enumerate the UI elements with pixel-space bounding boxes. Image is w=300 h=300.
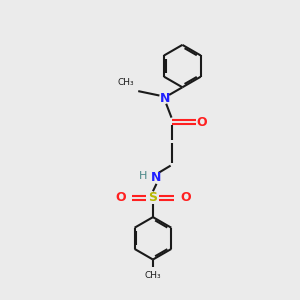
Text: CH₃: CH₃	[118, 78, 134, 87]
Text: H: H	[139, 171, 147, 181]
Text: N: N	[160, 92, 170, 105]
Text: CH₃: CH₃	[145, 271, 161, 280]
Text: O: O	[197, 116, 207, 128]
Text: N: N	[151, 172, 162, 184]
Text: O: O	[115, 191, 126, 204]
Text: S: S	[148, 191, 158, 204]
Text: O: O	[180, 191, 190, 204]
